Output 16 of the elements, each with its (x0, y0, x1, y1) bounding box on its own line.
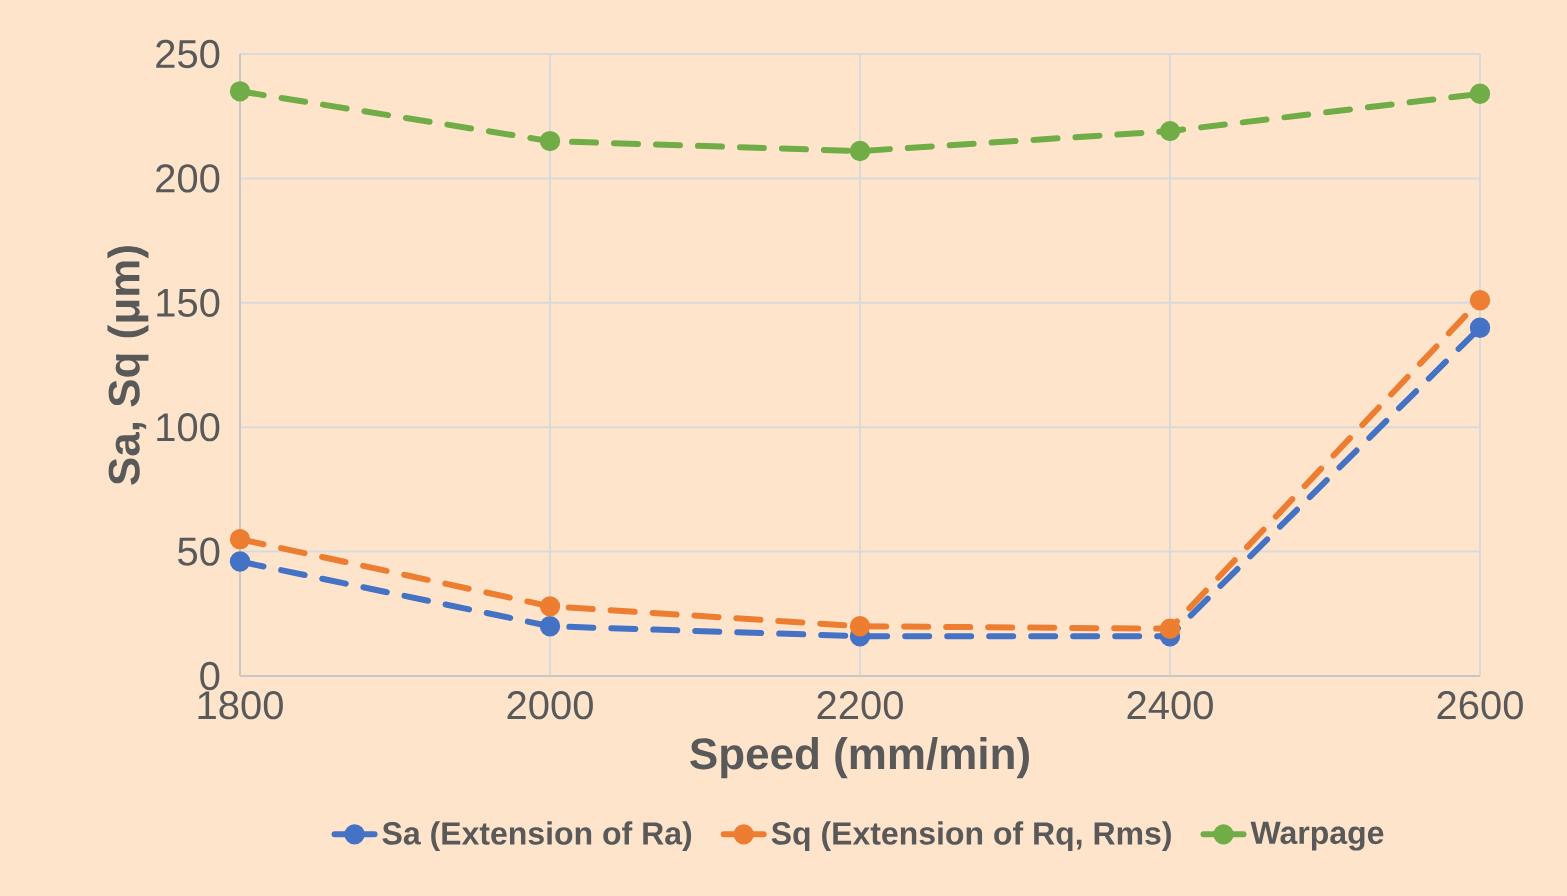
y-tick-label: 250 (156, 39, 220, 69)
x-tick-label: 1800 (198, 691, 283, 720)
x-tick-label: 2600 (1437, 691, 1523, 720)
y-tick-label: 150 (157, 288, 220, 317)
y-tick-label: 0 (200, 661, 220, 691)
x-axis-title: Speed (mm/min) (690, 737, 1029, 779)
y-axis-title: Sa, Sq (μm) (107, 246, 149, 485)
y-tick-label: 200 (156, 164, 220, 193)
legend-label: Sa (Extension of Ra) (382, 821, 692, 852)
legend-label: Warpage (1250, 821, 1384, 851)
x-tick-label: 2400 (1127, 691, 1213, 720)
x-tick-label: 2200 (817, 691, 903, 720)
x-tick-label: 2000 (507, 691, 593, 720)
legend-label: Sq (Extension of Rq, Rms) (771, 821, 1171, 852)
y-tick-label: 100 (157, 413, 220, 442)
y-tick-label: 50 (178, 537, 220, 566)
